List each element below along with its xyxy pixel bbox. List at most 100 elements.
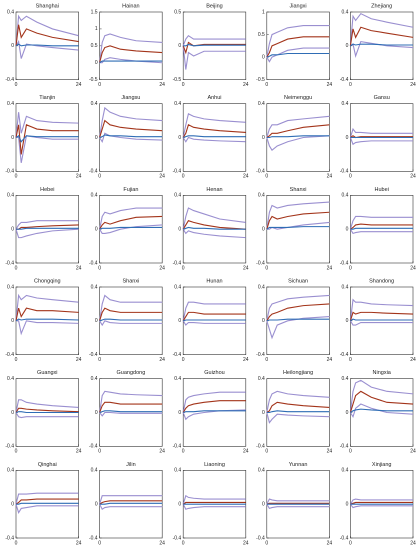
irf-line bbox=[15, 24, 79, 46]
x-tick-label: 24 bbox=[327, 82, 333, 88]
plot-frame bbox=[182, 378, 247, 447]
y-tick-label: -0.4 bbox=[256, 260, 265, 266]
x-tick-label: 0 bbox=[349, 357, 352, 363]
irf-line bbox=[15, 220, 79, 230]
y-tick-label: -0.4 bbox=[256, 444, 265, 450]
irf-line bbox=[99, 318, 163, 322]
x-tick-label: 0 bbox=[265, 540, 268, 546]
panel-title: Zhejiang bbox=[371, 3, 392, 9]
x-tick-label: 0 bbox=[98, 265, 101, 271]
irf-line bbox=[266, 52, 330, 58]
panel-title: Tianjin bbox=[39, 95, 55, 101]
irf-line bbox=[266, 211, 330, 230]
y-tick-label: 0.4 bbox=[7, 9, 14, 15]
y-tick-label: 0.4 bbox=[174, 101, 181, 107]
x-tick-label: 0 bbox=[15, 449, 18, 455]
plot-frame bbox=[266, 378, 330, 447]
irf-line bbox=[15, 40, 79, 59]
y-tick-label: 0 bbox=[95, 410, 98, 416]
irf-line bbox=[15, 498, 79, 505]
irf-line bbox=[15, 318, 79, 322]
panel-title: Gansu bbox=[374, 95, 390, 101]
irf-line bbox=[15, 293, 79, 321]
y-tick-label: 0.4 bbox=[7, 193, 14, 199]
y-tick-label: 0 bbox=[178, 501, 181, 507]
panel-title: Henan bbox=[206, 187, 222, 193]
x-tick-label: 0 bbox=[265, 174, 268, 180]
x-tick-label: 0 bbox=[265, 82, 268, 88]
irf-line bbox=[99, 45, 163, 63]
y-tick-label: -0.4 bbox=[89, 169, 98, 175]
plot-frame bbox=[350, 378, 414, 447]
irf-line bbox=[15, 407, 79, 413]
plot-frame bbox=[15, 286, 79, 355]
irf-line bbox=[99, 411, 163, 417]
y-tick-label: -0.4 bbox=[173, 352, 182, 358]
irf-line bbox=[15, 43, 79, 47]
y-tick-label: -0.4 bbox=[173, 535, 182, 541]
y-tick-label: 0.4 bbox=[91, 101, 98, 107]
y-tick-label: 0 bbox=[262, 135, 265, 141]
plot-frame bbox=[99, 286, 163, 355]
y-tick-label: 1 bbox=[95, 26, 98, 32]
x-tick-label: 24 bbox=[327, 357, 333, 363]
x-tick-label: 0 bbox=[15, 82, 18, 88]
y-tick-label: -0.4 bbox=[89, 444, 98, 450]
y-tick-label: -0.4 bbox=[89, 260, 98, 266]
y-tick-label: 0 bbox=[262, 501, 265, 507]
irf-line bbox=[99, 134, 163, 139]
irf-line bbox=[182, 124, 246, 138]
y-tick-label: -0.4 bbox=[89, 535, 98, 541]
panel-title: Liaoning bbox=[204, 462, 225, 468]
irf-line bbox=[99, 119, 163, 138]
irf-line bbox=[349, 127, 413, 138]
y-tick-label: 0.5 bbox=[91, 43, 98, 49]
y-tick-label: 0 bbox=[262, 226, 265, 232]
panel-title: Beijing bbox=[206, 3, 223, 9]
panel-title: Shanxi bbox=[122, 278, 139, 284]
y-tick-label: 0 bbox=[11, 410, 14, 416]
irf-line bbox=[15, 412, 79, 419]
irf-line bbox=[350, 318, 413, 322]
plot-frame bbox=[266, 286, 330, 355]
x-tick-label: 24 bbox=[410, 82, 416, 88]
y-tick-label: -0.4 bbox=[5, 352, 14, 358]
y-tick-label: 0.5 bbox=[258, 32, 265, 38]
x-tick-label: 24 bbox=[243, 174, 249, 180]
x-tick-label: 0 bbox=[265, 265, 268, 271]
x-tick-label: 0 bbox=[15, 265, 18, 271]
irf-line bbox=[99, 320, 163, 327]
irf-line bbox=[182, 228, 246, 239]
y-tick-label: 0.4 bbox=[341, 101, 348, 107]
y-tick-label: 0 bbox=[95, 318, 98, 324]
panel-title: Jilin bbox=[126, 462, 135, 468]
irf-line bbox=[99, 500, 163, 505]
y-tick-label: -0.4 bbox=[340, 535, 349, 541]
plot-frame bbox=[350, 11, 414, 80]
y-tick-label: 0.4 bbox=[7, 101, 14, 107]
x-tick-label: 24 bbox=[410, 174, 416, 180]
irf-line bbox=[15, 411, 79, 414]
irf-line bbox=[266, 135, 330, 139]
y-tick-label: 0.4 bbox=[174, 284, 181, 290]
irf-line bbox=[99, 215, 163, 230]
x-tick-label: 24 bbox=[327, 449, 333, 455]
irf-line bbox=[266, 401, 330, 413]
x-tick-label: 0 bbox=[182, 540, 185, 546]
plot-frame bbox=[266, 103, 330, 172]
x-tick-label: 0 bbox=[98, 449, 101, 455]
irf-line bbox=[15, 307, 79, 321]
x-tick-label: 24 bbox=[243, 357, 249, 363]
irf-line bbox=[266, 318, 330, 322]
irf-line bbox=[99, 307, 163, 321]
panel-title: Guizhou bbox=[204, 370, 225, 376]
irf-line bbox=[99, 401, 163, 413]
irf-line bbox=[349, 298, 414, 321]
y-tick-label: 0.4 bbox=[258, 101, 265, 107]
irf-line bbox=[182, 320, 246, 326]
x-tick-label: 0 bbox=[98, 82, 101, 88]
y-tick-label: -0.4 bbox=[340, 260, 349, 266]
irf-line bbox=[349, 215, 413, 230]
x-tick-label: 24 bbox=[76, 82, 82, 88]
panel-title: Shanxi bbox=[290, 187, 307, 193]
